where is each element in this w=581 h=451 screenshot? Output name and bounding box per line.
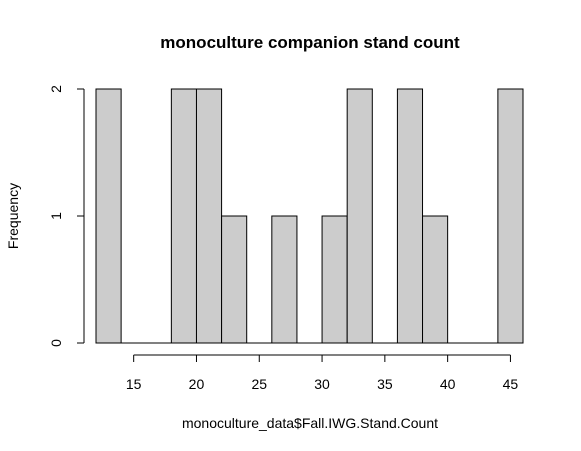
y-axis-label: Frequency [5, 183, 21, 249]
x-axis-label: monoculture_data$Fall.IWG.Stand.Count [182, 415, 438, 431]
chart-title: monoculture companion stand count [160, 33, 460, 52]
x-tick-label: 20 [189, 376, 205, 392]
histogram-bar-3 [170, 88, 197, 344]
x-tick-label: 15 [126, 376, 142, 392]
histogram-bar-4 [195, 88, 223, 344]
y-tick-label: 2 [48, 85, 64, 93]
x-tick-label: 25 [251, 376, 267, 392]
histogram-bar-0 [95, 88, 122, 344]
histogram-bar-12 [396, 88, 424, 344]
y-tick-label: 1 [48, 212, 64, 220]
histogram-bar-10 [346, 88, 373, 344]
x-tick-label: 30 [314, 376, 330, 392]
x-tick-label: 45 [503, 376, 519, 392]
histogram-bar-16 [497, 88, 524, 344]
histogram-bar-9 [321, 215, 348, 344]
x-axis: 15 20 25 30 35 40 45 [126, 354, 519, 392]
x-tick-label: 40 [440, 376, 456, 392]
histogram-bar-13 [422, 215, 449, 344]
histogram-bar-5 [221, 215, 248, 344]
histogram-bar-7 [271, 215, 298, 344]
bars-group [95, 88, 524, 344]
y-axis: 0 1 2 [48, 85, 85, 347]
x-tick-label: 35 [377, 376, 393, 392]
y-tick-label: 0 [48, 339, 64, 347]
